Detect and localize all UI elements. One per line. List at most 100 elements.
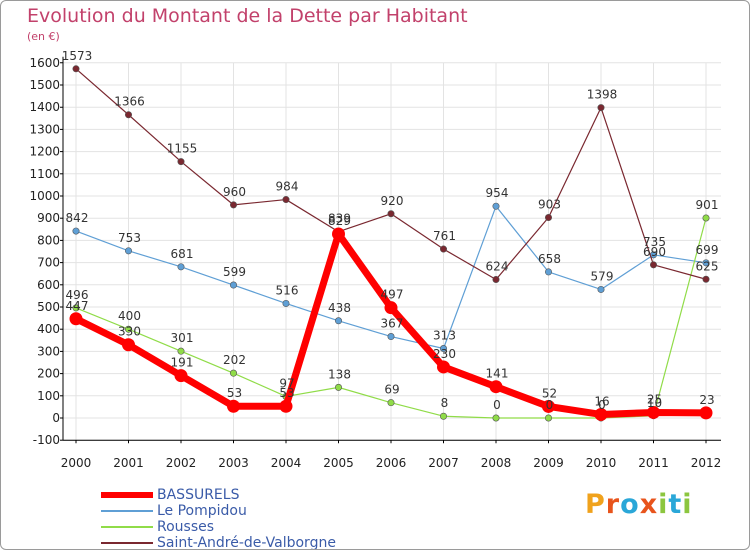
data-point [489, 380, 503, 394]
data-label: 25 [647, 392, 662, 406]
logo-letter: o [620, 489, 640, 520]
data-point [702, 275, 710, 283]
data-label: 920 [381, 194, 404, 208]
data-point [649, 261, 657, 269]
data-point [282, 196, 290, 204]
data-point [594, 407, 608, 421]
legend-swatch [101, 492, 153, 498]
data-point [544, 214, 552, 222]
data-label: 230 [433, 347, 456, 361]
x-tick-label: 2002 [166, 456, 197, 470]
data-point [125, 325, 133, 333]
data-point [230, 281, 238, 289]
data-point [177, 158, 185, 166]
data-point [439, 345, 447, 353]
data-point [492, 414, 500, 422]
data-point [387, 333, 395, 341]
y-tick-label: 800 [37, 233, 60, 247]
data-label: 839 [328, 212, 351, 226]
y-tick-label: 700 [37, 256, 60, 270]
y-tick-label: 1300 [29, 122, 60, 136]
y-tick-label: -100 [33, 433, 60, 447]
x-tick-label: 2006 [376, 456, 407, 470]
data-label: 438 [328, 301, 351, 315]
data-label: 1398 [587, 88, 618, 102]
data-point [542, 399, 555, 413]
data-point [439, 245, 447, 253]
data-point [699, 406, 713, 420]
data-label: 0 [493, 398, 501, 412]
logo-letter: x [639, 489, 659, 520]
data-label: 447 [66, 299, 89, 313]
legend-swatch [101, 510, 153, 512]
data-label: 699 [696, 243, 719, 257]
data-label: 367 [381, 317, 404, 331]
data-point [597, 285, 605, 293]
x-tick-label: 2010 [586, 456, 617, 470]
data-label: 1573 [62, 49, 93, 63]
x-tick-label: 2003 [218, 456, 249, 470]
data-point [544, 268, 552, 276]
data-label: 1366 [114, 95, 145, 109]
y-tick-label: 100 [37, 389, 60, 403]
data-label: 16 [594, 394, 609, 408]
x-tick-label: 2007 [428, 456, 459, 470]
data-point [439, 412, 447, 420]
data-label: 599 [223, 265, 246, 279]
y-tick-label: 900 [37, 211, 60, 225]
x-tick-label: 2009 [533, 456, 564, 470]
data-label: 191 [171, 356, 194, 370]
y-tick-label: 600 [37, 278, 60, 292]
data-label: 624 [486, 259, 509, 273]
chart-subtitle: (en €) [27, 30, 60, 43]
data-label: 202 [223, 353, 246, 367]
data-point [125, 111, 133, 119]
data-label: 141 [486, 367, 509, 381]
data-label: 579 [591, 269, 614, 283]
x-tick-label: 2000 [61, 456, 92, 470]
data-label: 690 [643, 245, 666, 259]
data-point [492, 202, 500, 210]
data-label: 400 [118, 309, 141, 323]
data-point [387, 210, 395, 218]
x-tick-label: 2005 [323, 456, 354, 470]
data-point [384, 301, 398, 315]
data-point [647, 405, 660, 419]
data-label: 761 [433, 229, 456, 243]
data-label: 53 [279, 386, 294, 400]
legend-label: Rousses [157, 519, 215, 535]
data-label: 8 [441, 396, 449, 410]
data-point [125, 247, 133, 255]
y-tick-label: 1600 [29, 56, 60, 70]
data-label: 10 [647, 396, 662, 410]
data-label: 903 [538, 198, 561, 212]
proxiti-logo: Proxiti [585, 489, 693, 520]
data-label: 0 [546, 398, 554, 412]
data-point [174, 369, 188, 383]
data-label: 625 [696, 259, 719, 273]
data-point [69, 312, 83, 326]
data-point [334, 317, 342, 325]
data-label: 960 [223, 185, 246, 199]
y-tick-label: 1400 [29, 100, 60, 114]
data-point [702, 259, 710, 267]
data-label: 658 [538, 252, 561, 266]
data-label: 753 [118, 231, 141, 245]
x-tick-label: 2004 [271, 456, 302, 470]
data-point [72, 304, 80, 312]
data-point [544, 414, 552, 422]
y-tick-label: 0 [52, 411, 60, 425]
data-label: 735 [643, 235, 666, 249]
legend-swatch [101, 542, 153, 544]
data-label: 516 [276, 283, 299, 297]
data-label: 0 [598, 398, 606, 412]
data-label: 1155 [167, 142, 198, 156]
data-label: 138 [328, 367, 351, 381]
x-tick-label: 2001 [113, 456, 144, 470]
data-point [597, 104, 605, 112]
data-label: 842 [66, 211, 89, 225]
y-tick-label: 300 [37, 344, 60, 358]
y-tick-label: 200 [37, 367, 60, 381]
